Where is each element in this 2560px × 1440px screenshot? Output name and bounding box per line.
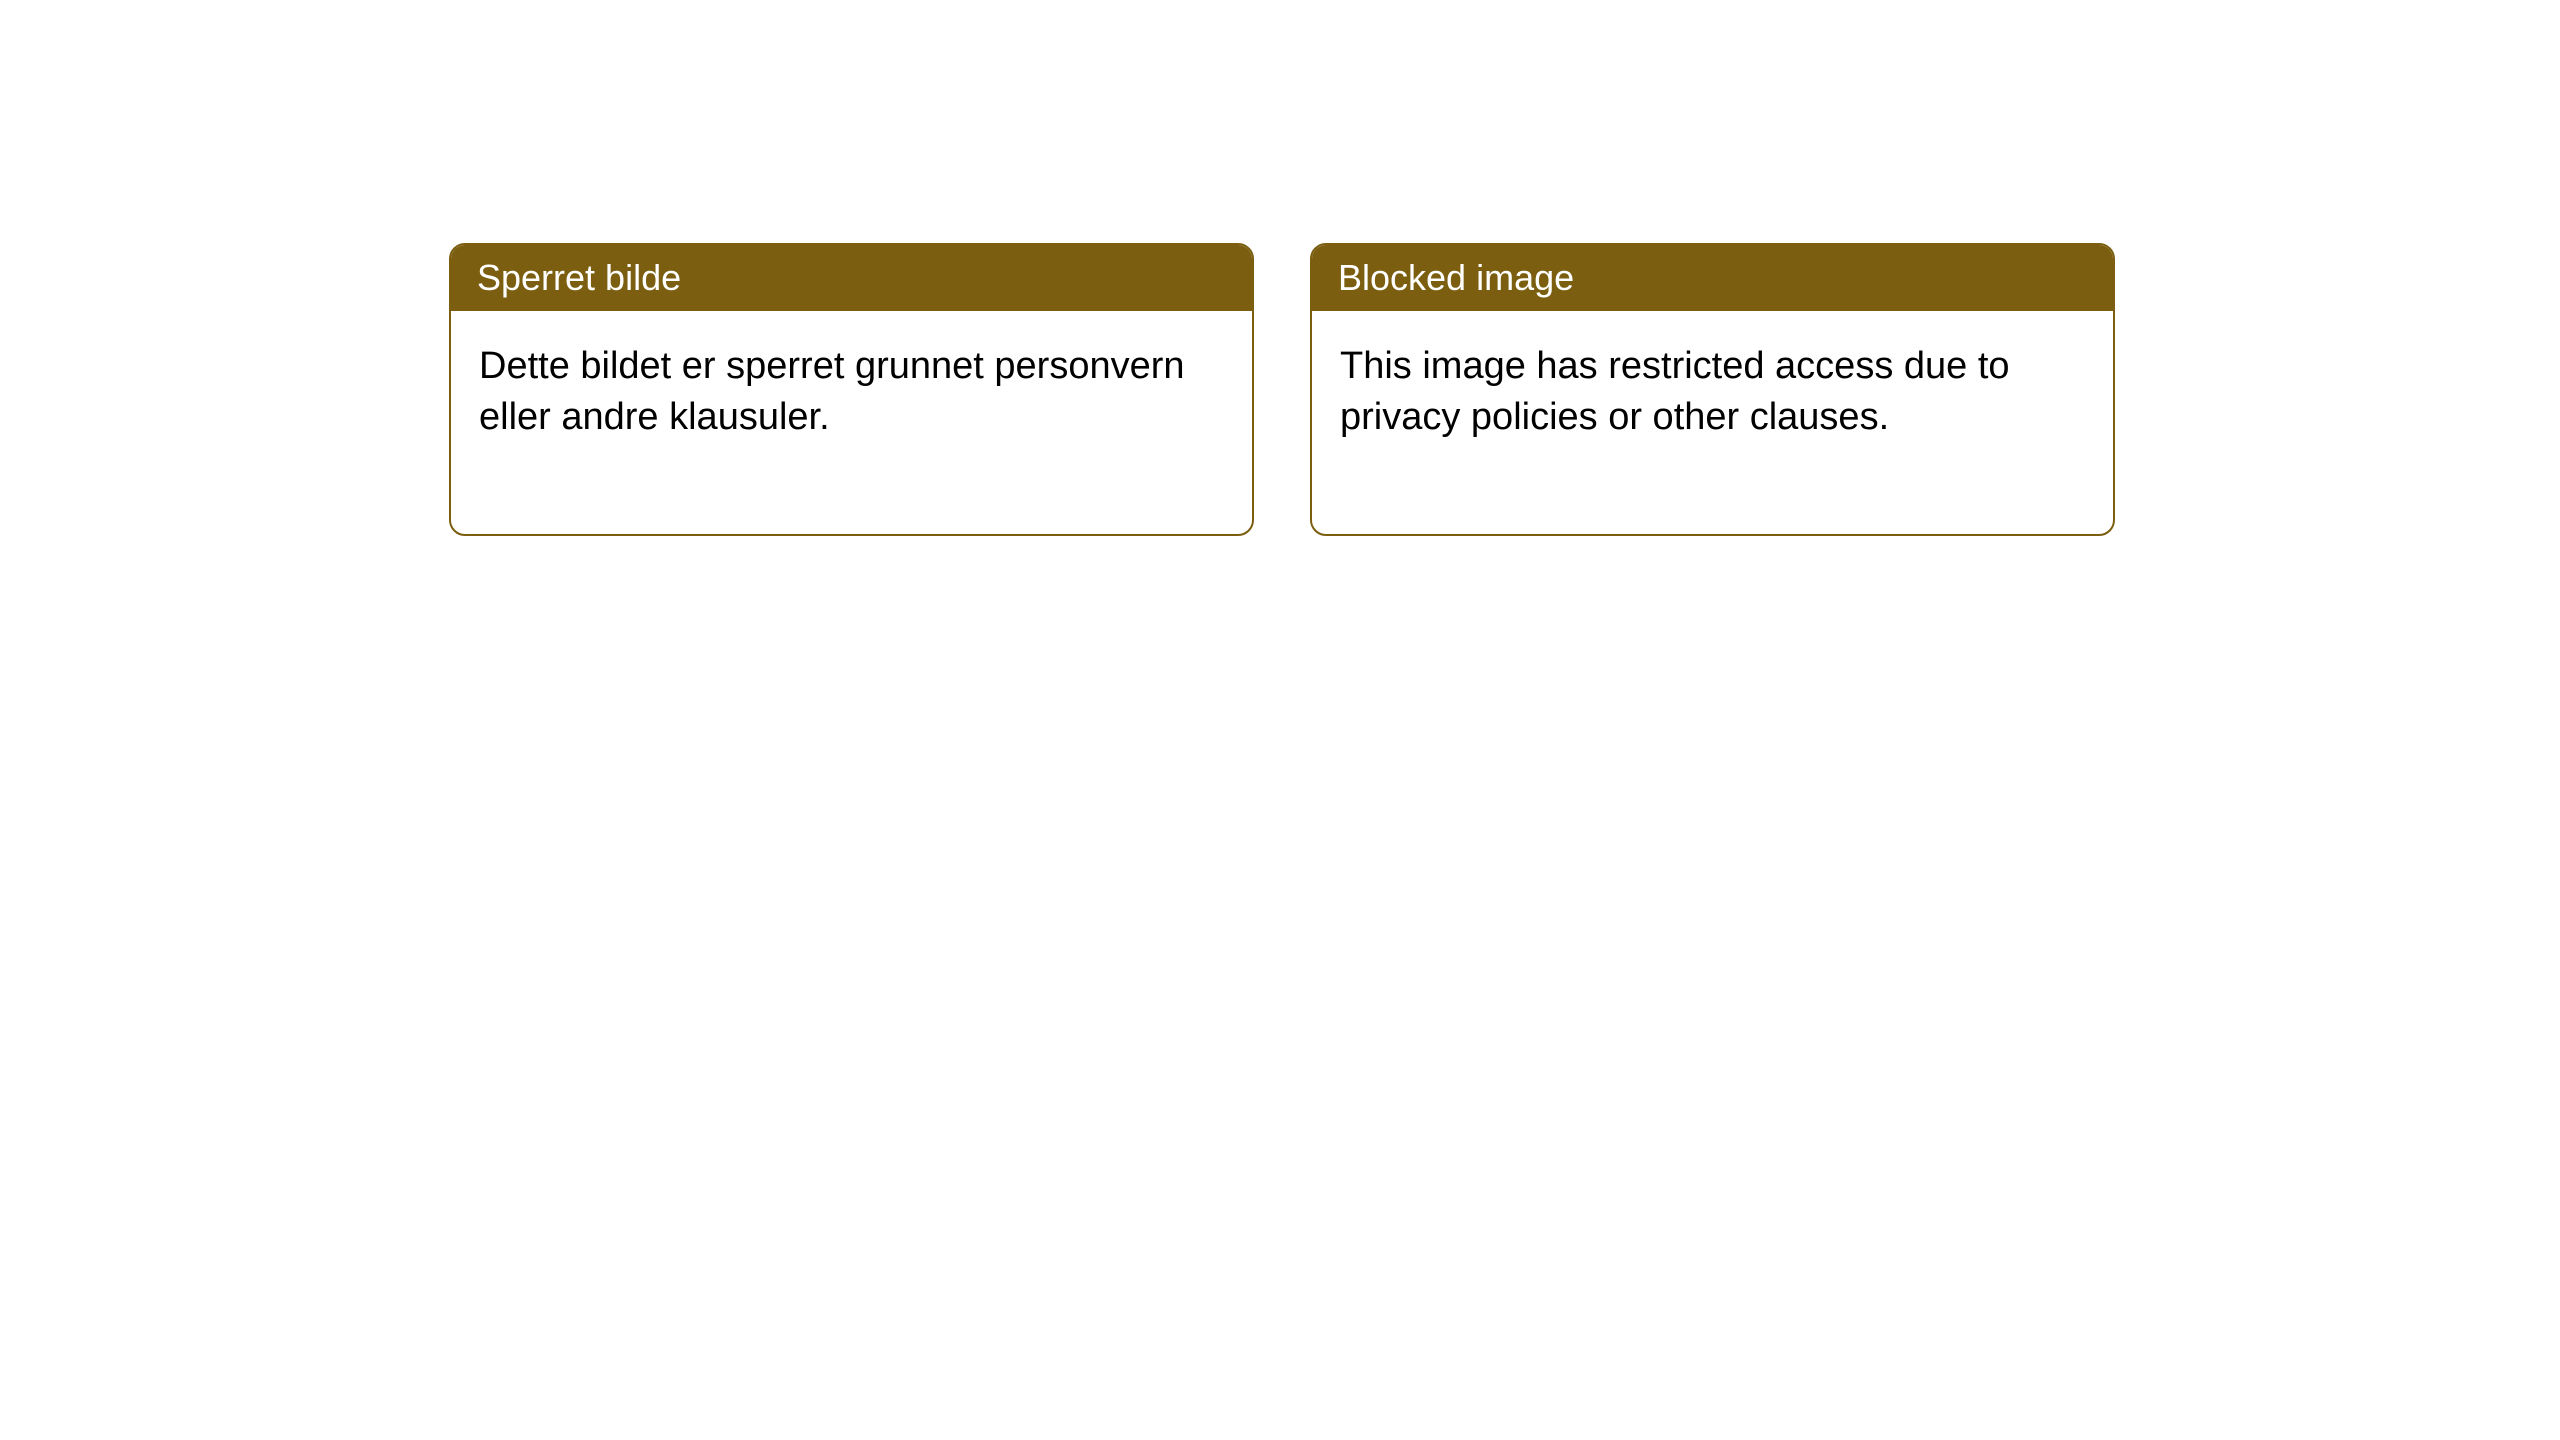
notice-container: Sperret bilde Dette bildet er sperret gr… <box>0 0 2560 536</box>
notice-body-english: This image has restricted access due to … <box>1312 311 2113 534</box>
notice-title-english: Blocked image <box>1312 245 2113 311</box>
notice-card-english: Blocked image This image has restricted … <box>1310 243 2115 536</box>
notice-body-norwegian: Dette bildet er sperret grunnet personve… <box>451 311 1252 534</box>
notice-title-norwegian: Sperret bilde <box>451 245 1252 311</box>
notice-card-norwegian: Sperret bilde Dette bildet er sperret gr… <box>449 243 1254 536</box>
